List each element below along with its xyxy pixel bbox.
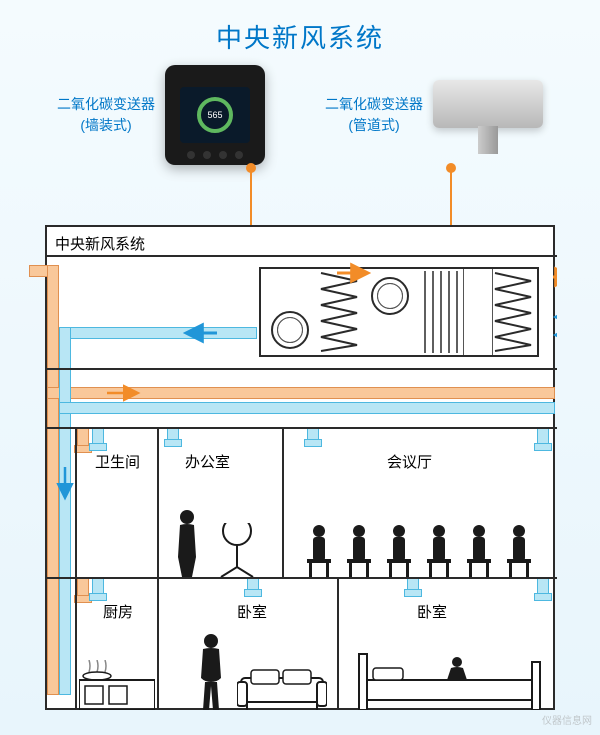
interior-wall bbox=[337, 579, 339, 710]
hvac-zone bbox=[47, 255, 557, 370]
room-label-bedroom2: 卧室 bbox=[417, 601, 447, 622]
room-label-meeting: 会议厅 bbox=[387, 451, 432, 472]
heat-exchanger-icon bbox=[493, 269, 533, 355]
fan-icon bbox=[271, 311, 309, 349]
room-label-office: 办公室 bbox=[185, 451, 230, 472]
hvac-unit bbox=[259, 267, 539, 357]
hvac-section bbox=[463, 269, 493, 355]
room-label-kitchen: 厨房 bbox=[103, 601, 133, 622]
wall-device-name: 二氧化碳变送器 bbox=[57, 94, 155, 115]
wall-mounted-sensor: 565 bbox=[165, 65, 265, 165]
duct-device-type: (管道式) bbox=[325, 115, 423, 136]
kitchen-counter-icon bbox=[79, 660, 155, 710]
wall-device-label: 二氧化碳变送器 (墙装式) bbox=[57, 94, 155, 136]
floor-1: 卫生间 办公室 会议厅 bbox=[47, 427, 557, 577]
watermark: 仪器信息网 bbox=[542, 712, 592, 727]
duct-device-name: 二氧化碳变送器 bbox=[325, 94, 423, 115]
interior-wall bbox=[282, 429, 284, 577]
room-label-bathroom: 卫生间 bbox=[95, 451, 140, 472]
building-label: 中央新风系统 bbox=[55, 233, 145, 254]
supply-pipe bbox=[59, 402, 555, 414]
sensor-buttons bbox=[187, 151, 243, 159]
building-cutaway: 中央新风系统 bbox=[45, 225, 555, 710]
co2-reading-ring: 565 bbox=[197, 97, 233, 133]
wall-device-group: 二氧化碳变送器 (墙装式) 565 bbox=[57, 65, 265, 165]
room-label-bedroom1: 卧室 bbox=[237, 601, 267, 622]
fan-icon bbox=[371, 277, 409, 315]
duct-leader-dot-top bbox=[446, 163, 456, 173]
interior-wall bbox=[75, 579, 77, 710]
table-icon bbox=[207, 523, 267, 577]
duct-mounted-sensor bbox=[433, 80, 543, 150]
main-title: 中央新风系统 bbox=[0, 0, 600, 65]
filter-icon bbox=[421, 269, 461, 355]
exhaust-pipe bbox=[47, 387, 555, 399]
sensor-screen: 565 bbox=[180, 87, 250, 143]
wall-leader-dot-top bbox=[246, 163, 256, 173]
duct-device-group: 二氧化碳变送器 (管道式) bbox=[325, 65, 543, 165]
interior-wall bbox=[75, 429, 77, 577]
floor-2: 厨房 卧室 卧室 bbox=[47, 577, 557, 710]
person-icon bbox=[172, 507, 202, 577]
interior-wall bbox=[157, 429, 159, 577]
device-row: 二氧化碳变送器 (墙装式) 565 二氧化碳变送器 (管道式) bbox=[0, 65, 600, 185]
sofa-icon bbox=[237, 668, 327, 710]
duct-device-label: 二氧化碳变送器 (管道式) bbox=[325, 94, 423, 136]
interior-wall bbox=[157, 579, 159, 710]
bed-icon bbox=[357, 652, 542, 710]
wall-device-type: (墙装式) bbox=[57, 115, 155, 136]
heat-exchanger-icon bbox=[319, 269, 359, 355]
meeting-people-icon bbox=[297, 517, 547, 577]
person-icon bbox=[197, 632, 225, 710]
